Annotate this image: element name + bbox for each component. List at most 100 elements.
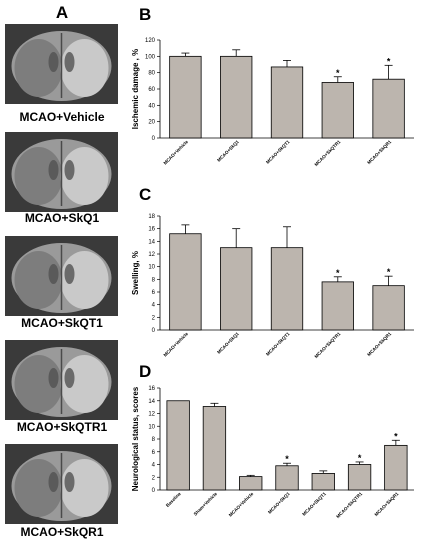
bar xyxy=(311,473,335,491)
mri-caption: MCAO+SkQT1 xyxy=(21,316,103,330)
y-tick-label: 120 xyxy=(145,38,156,44)
x-tick-label: MCAO+SkQR1 xyxy=(366,139,392,165)
y-tick-label: 10 xyxy=(148,265,155,271)
brain-lesion xyxy=(60,251,109,309)
bar xyxy=(321,82,354,139)
y-tick-label: 40 xyxy=(148,103,155,109)
x-tick-label: MCAO+SkQTR1 xyxy=(314,331,342,359)
x-tick-label: MCAO+Vehicle xyxy=(163,139,190,166)
mri-panel: A MCAO+Vehicle MCAO+SkQ1 MCAO+SkQT1 MCAO+Sk… xyxy=(5,3,118,539)
mri-slice: MCAO+SkQ1 xyxy=(5,132,118,225)
mri-slice: MCAO+SkQT1 xyxy=(5,236,118,330)
brain-ventricle xyxy=(64,160,75,180)
bar xyxy=(166,400,190,491)
significance-marker: * xyxy=(336,268,340,278)
x-tick-label: MCAO+SkQR1 xyxy=(366,331,392,357)
x-tick-label: MCAO+SkQ1 xyxy=(267,491,291,515)
brain-ventricle xyxy=(64,52,75,72)
x-tick-label: MCAO+SkQT1 xyxy=(265,139,291,165)
bar xyxy=(169,55,202,139)
y-tick-label: 0 xyxy=(152,136,156,142)
y-tick-label: 8 xyxy=(152,277,156,283)
y-tick-label: 80 xyxy=(148,71,155,77)
x-tick-label: MCAO+Vehicle xyxy=(228,491,255,518)
y-tick-label: 8 xyxy=(152,437,156,443)
y-tick-label: 6 xyxy=(152,290,156,296)
x-tick-label: MCAO+SkQT1 xyxy=(265,331,291,357)
y-tick-label: 12 xyxy=(148,412,155,418)
mri-caption: MCAO+Vehicle xyxy=(19,110,104,124)
x-tick-label: MCAO+SkQTR1 xyxy=(335,491,363,519)
brain-lesion xyxy=(60,355,109,413)
panel-letter-a: A xyxy=(56,3,68,22)
x-tick-label: MCAO+SkQ1 xyxy=(216,331,240,355)
x-tick-label: MCAO+Vehicle xyxy=(163,331,190,358)
significance-marker: * xyxy=(387,56,391,66)
panel-letter: D xyxy=(139,362,151,381)
bar xyxy=(384,444,408,491)
bar xyxy=(347,464,372,491)
brain-ventricle xyxy=(48,52,59,72)
y-tick-label: 20 xyxy=(148,120,155,126)
significance-marker: * xyxy=(285,454,289,464)
brain-ventricle xyxy=(48,472,59,492)
y-tick-label: 2 xyxy=(152,315,156,321)
chart-ischemic-damage: B 0 20 40 60 80 100 120 Ischemic damage , % MCAO+… xyxy=(131,5,414,167)
x-tick-label: MCAO+SkQTR1 xyxy=(314,139,342,167)
mri-slice: MCAO+SkQTR1 xyxy=(5,340,118,434)
bar xyxy=(270,247,304,331)
chart-swelling: C 0 2 4 6 8 10 12 14 16 18 Swelling, % MCAO+Vehicle M… xyxy=(131,185,414,359)
brain-left-hemisphere xyxy=(14,459,63,517)
brain-ventricle xyxy=(48,160,59,180)
y-tick-label: 16 xyxy=(148,227,155,233)
bar xyxy=(275,465,299,491)
brain-lesion xyxy=(60,459,109,517)
brain-left-hemisphere xyxy=(14,147,63,205)
bar xyxy=(372,285,405,331)
significance-marker: * xyxy=(387,267,391,277)
brain-left-hemisphere xyxy=(14,251,63,309)
brain-ventricle xyxy=(64,264,75,284)
y-tick-label: 18 xyxy=(148,214,155,220)
panel-letter: B xyxy=(139,5,151,24)
y-axis-label: Neurological status, scores xyxy=(131,386,140,491)
x-tick-label: Sham+Vehicle xyxy=(193,491,219,517)
bar xyxy=(202,406,227,491)
y-tick-label: 60 xyxy=(148,87,155,93)
significance-marker: * xyxy=(394,431,398,441)
brain-ventricle xyxy=(64,472,75,492)
brain-ventricle xyxy=(48,368,59,388)
panel-letter: C xyxy=(139,185,151,204)
bar xyxy=(169,233,202,331)
bar xyxy=(372,78,405,139)
y-tick-label: 14 xyxy=(148,399,155,405)
mri-caption: MCAO+SkQTR1 xyxy=(17,420,108,434)
mri-images: MCAO+Vehicle MCAO+SkQ1 MCAO+SkQT1 MCAO+SkQT… xyxy=(5,24,118,539)
y-tick-label: 14 xyxy=(148,239,155,245)
brain-ventricle xyxy=(64,368,75,388)
y-tick-label: 100 xyxy=(145,54,156,60)
bar xyxy=(321,281,354,331)
x-tick-label: MCAO+SkQT1 xyxy=(301,491,327,517)
mri-slice: MCAO+SkQR1 xyxy=(5,444,118,539)
brain-lesion xyxy=(60,147,109,205)
significance-marker: * xyxy=(336,68,340,78)
y-tick-label: 2 xyxy=(152,475,156,481)
bar xyxy=(270,66,304,139)
y-tick-label: 12 xyxy=(148,252,155,258)
y-tick-label: 4 xyxy=(152,463,156,469)
brain-left-hemisphere xyxy=(14,355,63,413)
mri-caption: MCAO+SkQ1 xyxy=(25,211,100,225)
y-axis-label: Swelling, % xyxy=(131,251,140,295)
brain-left-hemisphere xyxy=(14,39,63,97)
bar xyxy=(239,476,263,491)
significance-marker: * xyxy=(358,453,362,463)
y-tick-label: 0 xyxy=(152,328,156,334)
y-tick-label: 0 xyxy=(152,488,156,494)
y-axis-label: Ischemic damage , % xyxy=(131,49,140,129)
bar xyxy=(220,247,253,331)
y-tick-label: 4 xyxy=(152,303,156,309)
x-tick-label: MCAO+SkQR1 xyxy=(374,491,400,517)
bar xyxy=(220,55,253,139)
